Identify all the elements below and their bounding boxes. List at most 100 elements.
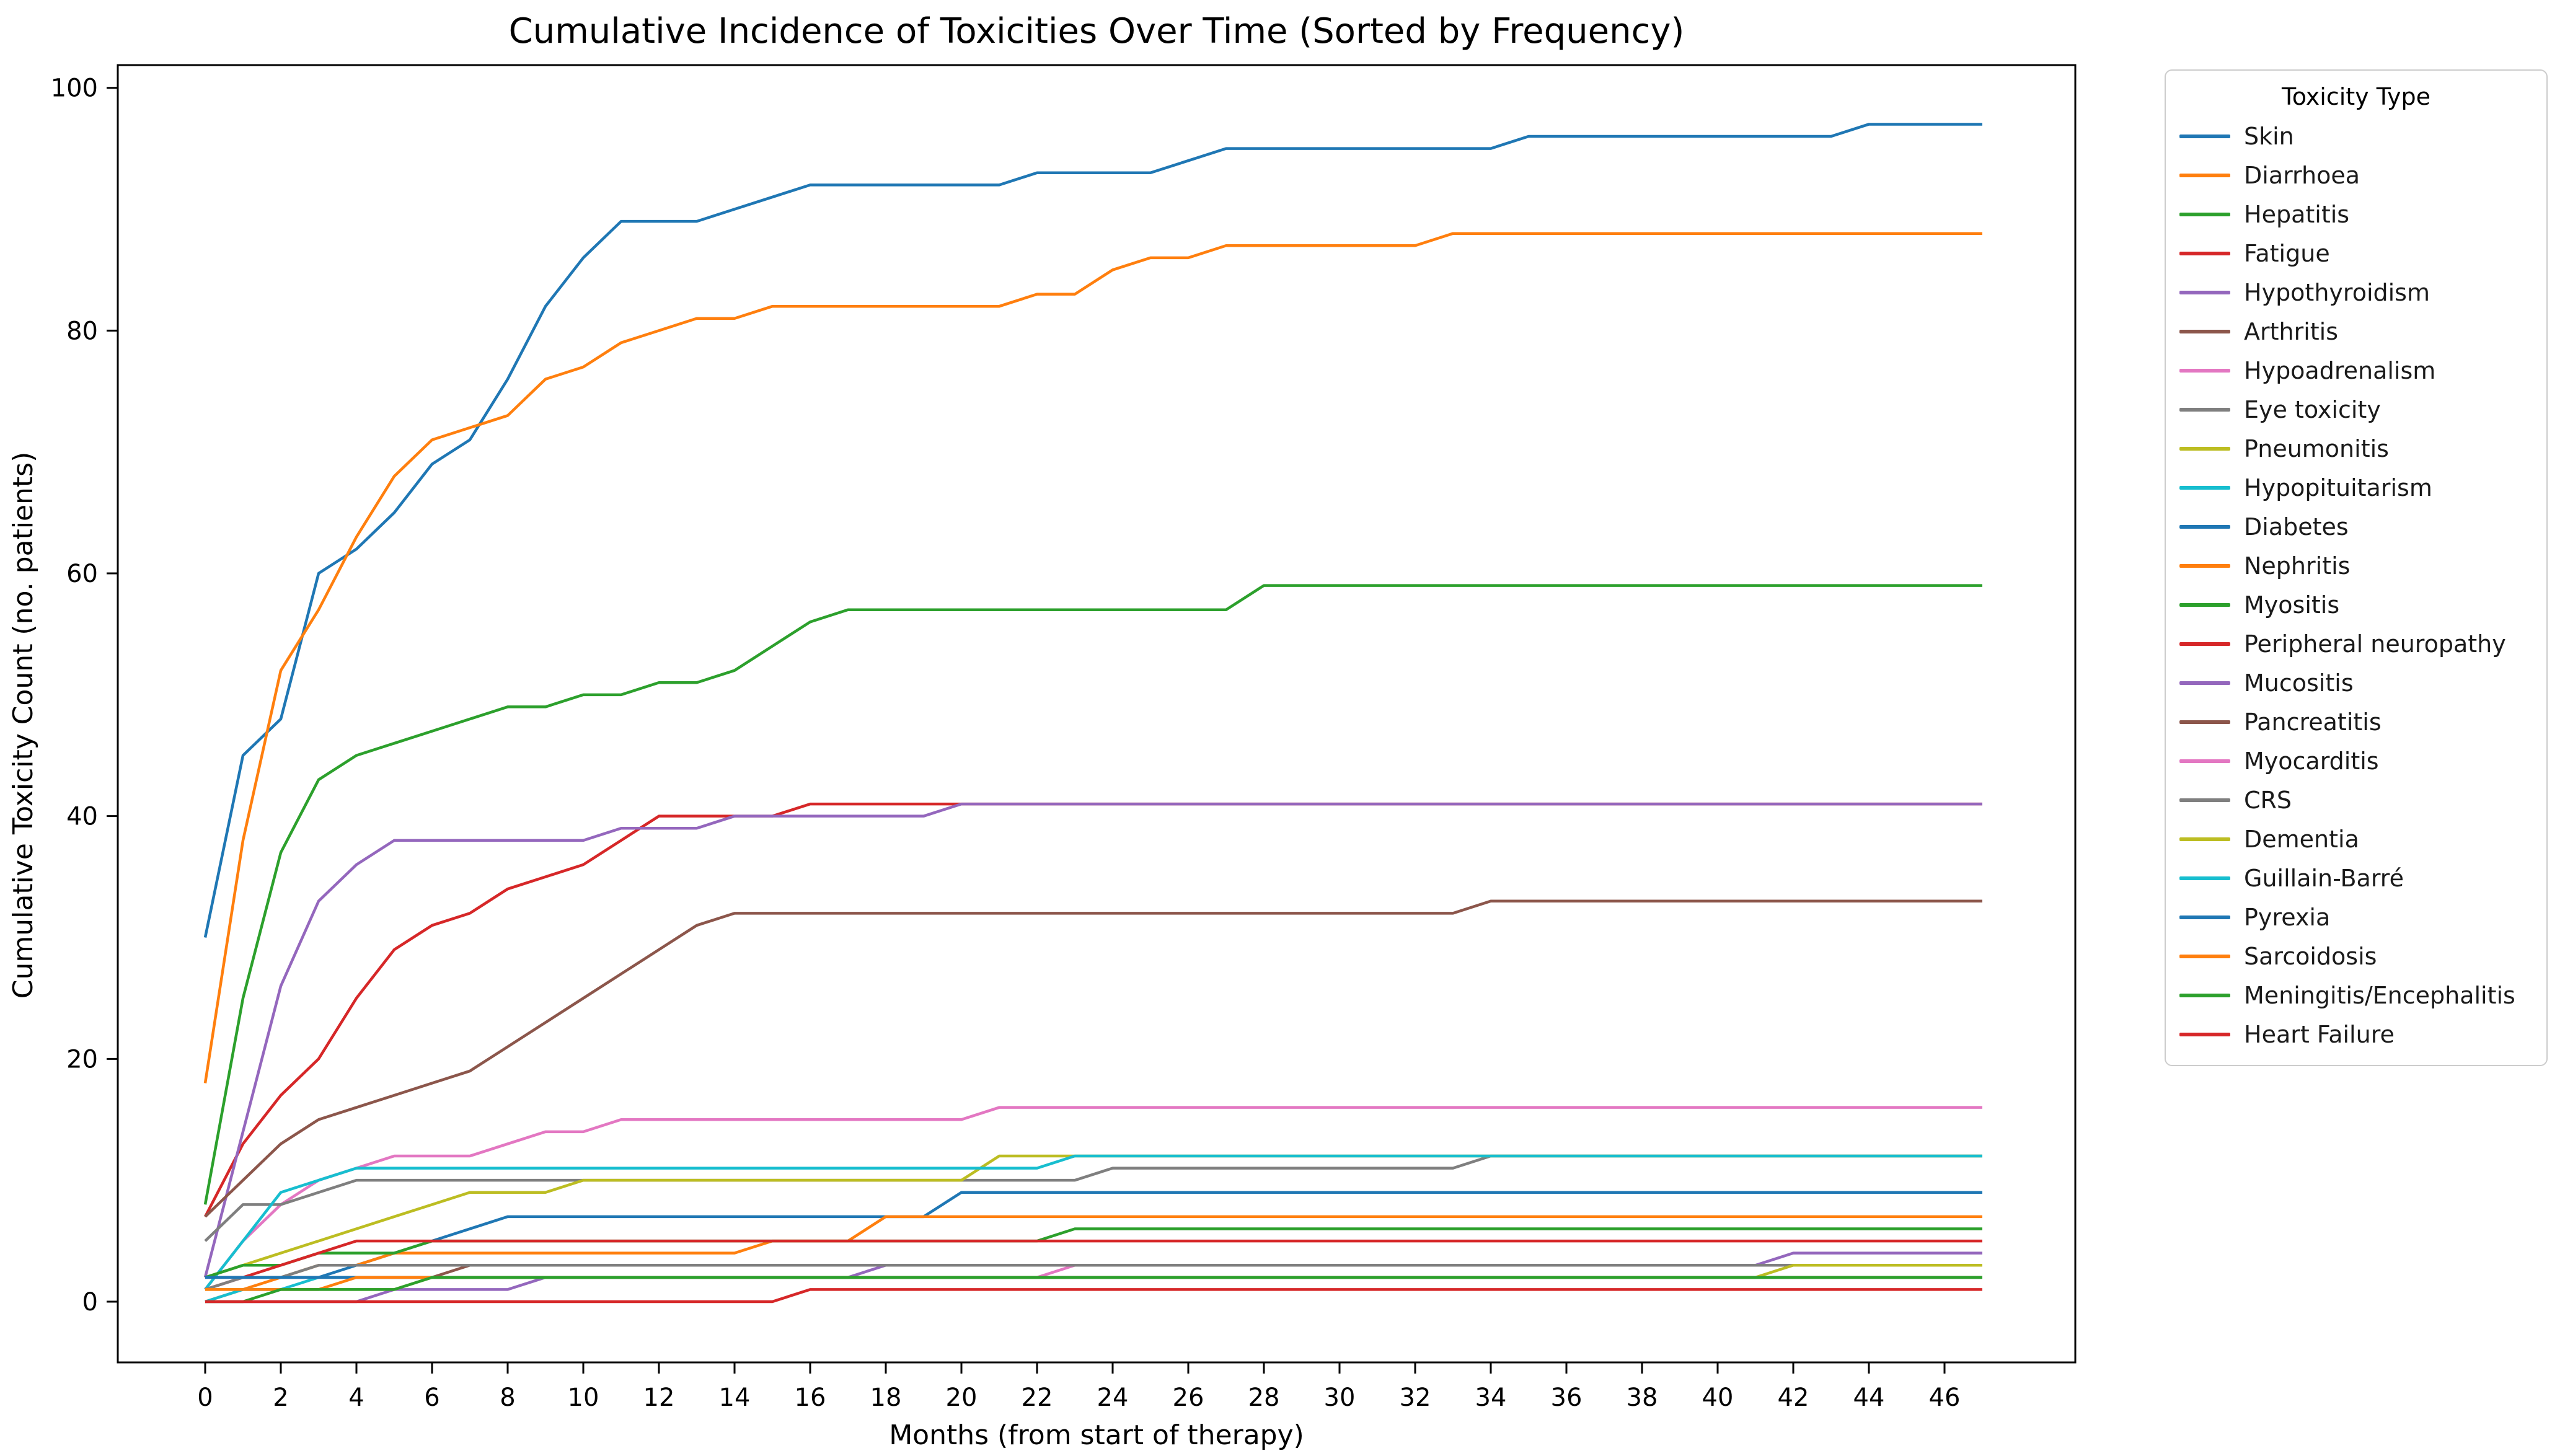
x-tick-label: 40 <box>1702 1383 1734 1412</box>
legend-label: Diarrhoea <box>2244 161 2360 189</box>
x-tick-label: 22 <box>1022 1383 1053 1412</box>
y-tick-label: 80 <box>66 317 98 345</box>
legend-swatch <box>2179 954 2230 958</box>
legend-label: Arthritis <box>2244 317 2339 345</box>
legend-swatch <box>2179 681 2230 685</box>
series-line-pancreatitis <box>205 1264 1982 1279</box>
legend-item: Myositis <box>2166 585 2546 624</box>
legend-label: Pancreatitis <box>2244 708 2382 736</box>
x-tick-label: 10 <box>568 1383 599 1412</box>
legend-label: Pyrexia <box>2244 903 2331 931</box>
x-tick-label: 36 <box>1551 1383 1583 1412</box>
x-axis-label: Months (from start of therapy) <box>889 1419 1304 1451</box>
legend-swatch <box>2179 212 2230 216</box>
y-tick-label: 40 <box>66 803 98 831</box>
legend-swatch <box>2179 915 2230 919</box>
legend-label: Dementia <box>2244 825 2359 853</box>
legend-title: Toxicity Type <box>2281 83 2431 110</box>
legend-swatch <box>2179 329 2230 333</box>
legend-item: Sarcoidosis <box>2166 937 2546 976</box>
series-line-peripheral-neuropathy <box>205 1239 1982 1291</box>
legend-item: Hypothyroidism <box>2166 273 2546 312</box>
chart-title: Cumulative Incidence of Toxicities Over … <box>508 11 1685 51</box>
legend: Toxicity Type Skin Diarrhoea Hepatitis Fati… <box>2165 69 2548 1066</box>
legend-swatch <box>2179 563 2230 568</box>
series-line-diabetes <box>205 1191 1982 1279</box>
legend-swatch <box>2179 173 2230 177</box>
legend-item: Eye toxicity <box>2166 390 2546 429</box>
series-line-sarcoidosis <box>205 1276 1982 1291</box>
legend-item: Pneumonitis <box>2166 429 2546 468</box>
legend-item: Skin <box>2166 117 2546 156</box>
legend-item: Arthritis <box>2166 312 2546 351</box>
legend-label: Guillain-Barré <box>2244 864 2404 892</box>
y-tick-label: 100 <box>51 74 98 103</box>
x-axis: 0 2 4 6 8 10 12 14 16 18 20 22 24 26 28 30 32 34 36 38 40 42 4… <box>197 1362 1960 1412</box>
series-line-crs <box>205 1264 1982 1291</box>
y-axis-label: Cumulative Toxicity Count (no. patients) <box>7 452 39 999</box>
y-tick-label: 20 <box>66 1045 98 1074</box>
x-tick-label: 24 <box>1097 1383 1129 1412</box>
x-tick-label: 34 <box>1475 1383 1507 1412</box>
x-tick-label: 26 <box>1173 1383 1204 1412</box>
x-tick-label: 0 <box>197 1383 213 1412</box>
legend-item: Heart Failure <box>2166 1015 2546 1054</box>
legend-swatch <box>2179 642 2230 646</box>
legend-item: Hypoadrenalism <box>2166 351 2546 390</box>
legend-item: CRS <box>2166 780 2546 819</box>
legend-label: Heart Failure <box>2244 1020 2395 1048</box>
legend-swatch <box>2179 485 2230 490</box>
legend-label: Myositis <box>2244 591 2340 619</box>
legend-swatch <box>2179 251 2230 255</box>
legend-swatch <box>2179 876 2230 880</box>
legend-swatch <box>2179 290 2230 294</box>
legend-item: Mucositis <box>2166 663 2546 702</box>
series-line-heart-failure <box>205 1288 1982 1304</box>
axes-frame <box>117 64 2077 1364</box>
legend-swatch <box>2179 837 2230 841</box>
y-tick-label: 0 <box>82 1288 98 1317</box>
series-line-hypoadrenalism <box>204 1106 1982 1291</box>
x-tick-label: 12 <box>643 1383 675 1412</box>
legend-item: Nephritis <box>2166 546 2546 585</box>
legend-label: Hypopituitarism <box>2244 474 2432 501</box>
legend-label: Skin <box>2244 122 2294 150</box>
legend-label: Meningitis/Encephalitis <box>2244 981 2515 1009</box>
y-axis: 0 20 40 60 80 100 <box>51 74 118 1317</box>
x-tick-label: 14 <box>719 1383 751 1412</box>
legend-label: Hypoadrenalism <box>2244 356 2436 384</box>
series-lines <box>203 123 1982 1304</box>
legend-swatch <box>2179 798 2230 802</box>
x-tick-label: 2 <box>273 1383 288 1412</box>
legend-item: Diarrhoea <box>2166 156 2546 195</box>
legend-swatch <box>2179 446 2230 451</box>
legend-label: Hepatitis <box>2244 200 2350 228</box>
legend-item: Pancreatitis <box>2166 702 2546 741</box>
legend-swatch <box>2179 407 2230 412</box>
legend-label: Hypothyroidism <box>2244 278 2430 306</box>
series-line-skin <box>203 123 1982 938</box>
series-line-arthritis <box>204 899 1982 1218</box>
legend-item: Meningitis/Encephalitis <box>2166 976 2546 1015</box>
legend-label: Nephritis <box>2244 552 2351 580</box>
legend-item: Diabetes <box>2166 507 2546 546</box>
legend-items: Skin Diarrhoea Hepatitis Fatigue Hypothyroid… <box>2166 117 2546 1054</box>
legend-label: Myocarditis <box>2244 747 2379 775</box>
legend-item: Pyrexia <box>2166 898 2546 937</box>
legend-item: Peripheral neuropathy <box>2166 624 2546 663</box>
legend-swatch <box>2179 524 2230 529</box>
legend-label: Peripheral neuropathy <box>2244 630 2506 658</box>
legend-label: Fatigue <box>2244 239 2330 267</box>
series-line-hypopituitarism <box>204 1154 1982 1291</box>
legend-label: Pneumonitis <box>2244 435 2389 462</box>
legend-item: Dementia <box>2166 819 2546 858</box>
legend-label: CRS <box>2244 786 2292 814</box>
x-tick-label: 30 <box>1324 1383 1356 1412</box>
legend-swatch <box>2179 720 2230 724</box>
x-tick-label: 44 <box>1853 1383 1885 1412</box>
legend-swatch <box>2179 993 2230 997</box>
x-tick-label: 8 <box>500 1383 515 1412</box>
series-line-meningitis-encephalitis <box>205 1276 1982 1304</box>
